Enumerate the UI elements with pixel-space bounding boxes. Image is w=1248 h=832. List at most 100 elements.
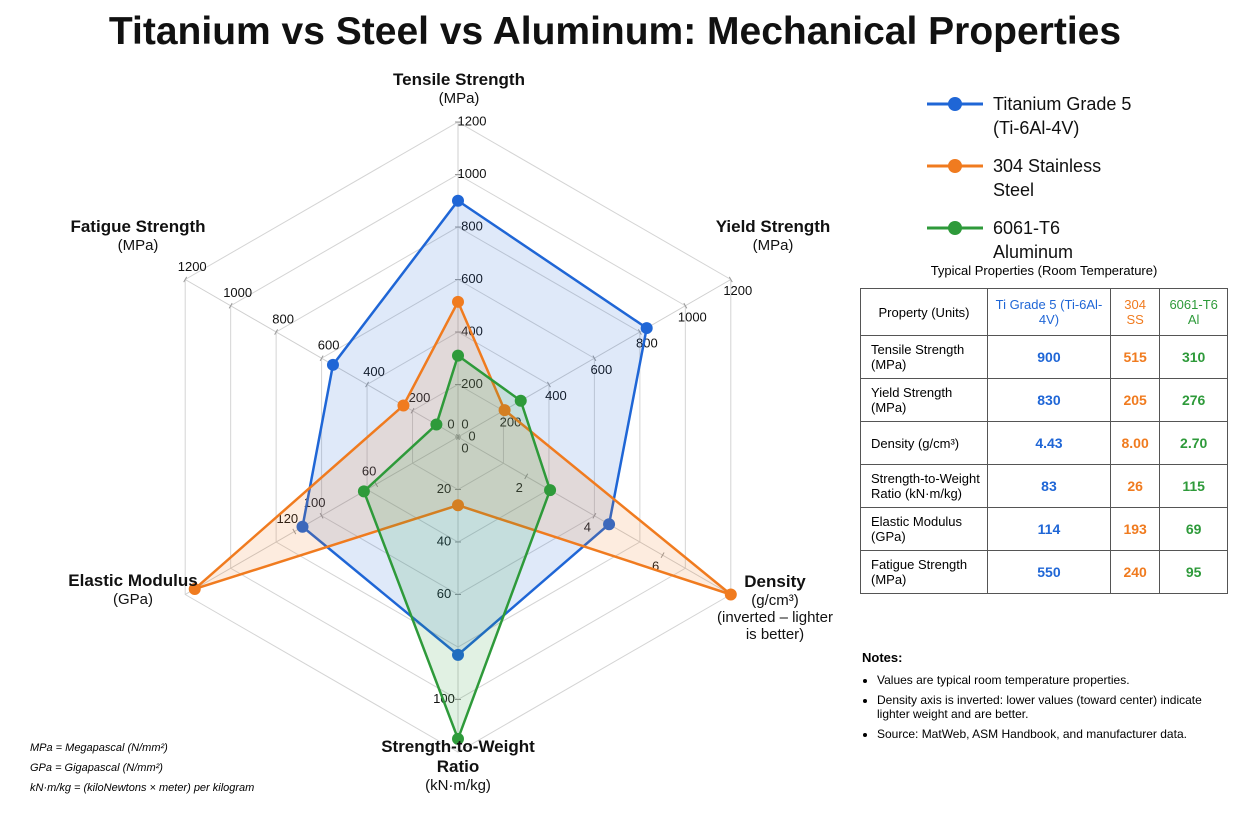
data-point xyxy=(603,518,616,531)
tick-label: 40 xyxy=(437,533,451,548)
data-point xyxy=(326,358,339,371)
tick-mark xyxy=(546,381,551,388)
legend-swatch xyxy=(927,159,983,173)
property-cell: Fatigue Strength (MPa) xyxy=(860,550,988,594)
tick-label: 6 xyxy=(652,559,659,574)
legend-label: 6061-T6 Aluminum xyxy=(993,218,1074,262)
tick-mark xyxy=(365,381,370,388)
axis-label: Fatigue Strength (MPa) xyxy=(38,217,238,254)
tick-mark xyxy=(592,512,597,519)
tick-mark xyxy=(456,434,460,440)
property-cell: Elastic Modulus (GPa) xyxy=(860,507,988,551)
value-cell: 8.00 xyxy=(1109,421,1161,465)
tick-label: 120 xyxy=(276,511,298,526)
legend-dot xyxy=(948,159,962,173)
legend: Titanium Grade 5 (Ti-6Al-4V) 304 Stainles… xyxy=(925,92,1143,278)
tick-label: 1000 xyxy=(223,285,252,300)
note-item: Values are typical room temperature prop… xyxy=(877,673,1222,687)
legend-item: Titanium Grade 5 (Ti-6Al-4V) xyxy=(925,92,1143,140)
tick-mark xyxy=(319,355,324,362)
tick-label: 20 xyxy=(437,481,451,496)
tick-label: 400 xyxy=(545,388,567,403)
tick-mark xyxy=(228,302,233,309)
tick-mark xyxy=(637,329,642,335)
tick-label: 1000 xyxy=(678,309,707,324)
tick-mark xyxy=(592,355,597,362)
header-cell: 6061-T6 Al xyxy=(1159,288,1228,336)
axis-name: Density xyxy=(744,572,806,591)
data-point xyxy=(498,404,511,417)
note-item: Density axis is inverted: lower values (… xyxy=(877,693,1222,721)
notes-title: Notes: xyxy=(862,650,903,665)
legend-item: 6061-T6 Aluminum xyxy=(925,216,1143,264)
axis-label: Yield Strength (MPa) xyxy=(673,217,873,254)
tick-label: 200 xyxy=(461,376,483,391)
value-cell: 26 xyxy=(1109,464,1161,508)
legend-swatch xyxy=(927,221,983,235)
tick-label: 800 xyxy=(461,218,483,233)
data-point xyxy=(514,394,527,407)
footnote: MPa = Megapascal (N/mm²) xyxy=(30,742,168,754)
tick-mark xyxy=(183,276,188,283)
tick-label: 600 xyxy=(591,362,613,377)
axis-note: (inverted – lighter is better) xyxy=(717,609,833,643)
legend-label: 304 Stainless Steel xyxy=(993,156,1102,200)
axis-name: Tensile Strength xyxy=(393,70,525,89)
table-header: Property (Units) Ti Grade 5 (Ti-6Al-4V) 30… xyxy=(860,288,1228,336)
tick-label: 60 xyxy=(437,586,451,601)
tick-mark xyxy=(683,302,688,309)
footnote: kN·m/kg = (kiloNewtons × meter) per kilo… xyxy=(30,782,255,794)
data-point xyxy=(452,732,464,745)
value-cell: 276 xyxy=(1159,378,1228,422)
value-cell: 515 xyxy=(1109,335,1161,379)
legend-dot xyxy=(948,97,962,111)
table-row: Yield Strength (MPa) 830 205 276 xyxy=(860,378,1228,422)
value-cell: 2.70 xyxy=(1159,421,1228,465)
axis-label: Density (g/cm³) (inverted – lighter is bet… xyxy=(675,572,875,643)
value-cell: 83 xyxy=(987,464,1111,508)
note-item: Source: MatWeb, ASM Handbook, and manufa… xyxy=(877,727,1222,741)
chart-title: Titanium vs Steel vs Aluminum: Mechanica… xyxy=(108,10,1122,53)
table-title: Typical Properties (Room Temperature) xyxy=(930,263,1158,278)
axis-name: Strength-to-Weight Ratio xyxy=(381,737,535,776)
data-point xyxy=(188,582,201,595)
value-cell: 114 xyxy=(987,507,1111,551)
axis-name: Elastic Modulus xyxy=(68,571,198,590)
tick-label: 100 xyxy=(304,495,326,510)
tick-label: 2 xyxy=(516,480,523,495)
value-cell: 115 xyxy=(1159,464,1228,508)
tick-mark xyxy=(728,276,733,283)
legend-item: 304 Stainless Steel xyxy=(925,154,1143,202)
tick-label: 0 xyxy=(461,441,468,456)
tick-label: 1200 xyxy=(723,283,752,298)
axis-unit: (MPa) xyxy=(117,237,159,254)
value-cell: 205 xyxy=(1109,378,1161,422)
legend-swatch xyxy=(927,97,983,111)
tick-label: 1200 xyxy=(178,259,207,274)
tick-mark xyxy=(524,473,529,480)
axis-unit: (GPa) xyxy=(112,591,153,608)
footnote: GPa = Gigapascal (N/mm²) xyxy=(30,762,163,774)
value-cell: 4.43 xyxy=(987,421,1111,465)
axis-name: Fatigue Strength xyxy=(70,217,206,236)
tick-label: 4 xyxy=(584,519,591,534)
axis-label: Tensile Strength (MPa) xyxy=(359,70,559,107)
property-cell: Yield Strength (MPa) xyxy=(860,378,988,422)
value-cell: 95 xyxy=(1159,550,1228,594)
table-row: Strength-to-Weight Ratio (kN·m/kg) 83 26 11… xyxy=(860,464,1228,508)
axis-unit: (kN·m/kg) xyxy=(425,777,491,794)
value-cell: 69 xyxy=(1159,507,1228,551)
header-cell: 304 SS xyxy=(1109,288,1161,336)
axis-name: Yield Strength xyxy=(715,217,831,236)
tick-label: 800 xyxy=(636,336,658,351)
data-point xyxy=(724,588,737,601)
value-cell: 900 xyxy=(987,335,1111,379)
tick-label: 0 xyxy=(468,428,475,443)
property-cell: Strength-to-Weight Ratio (kN·m/kg) xyxy=(860,464,988,508)
tick-label: 400 xyxy=(363,364,385,379)
data-point xyxy=(452,499,464,512)
table-row: Density (g/cm³) 4.43 8.00 2.70 xyxy=(860,421,1228,465)
tick-label: 0 xyxy=(461,416,468,431)
table-row: Fatigue Strength (MPa) 550 240 95 xyxy=(860,550,1228,594)
